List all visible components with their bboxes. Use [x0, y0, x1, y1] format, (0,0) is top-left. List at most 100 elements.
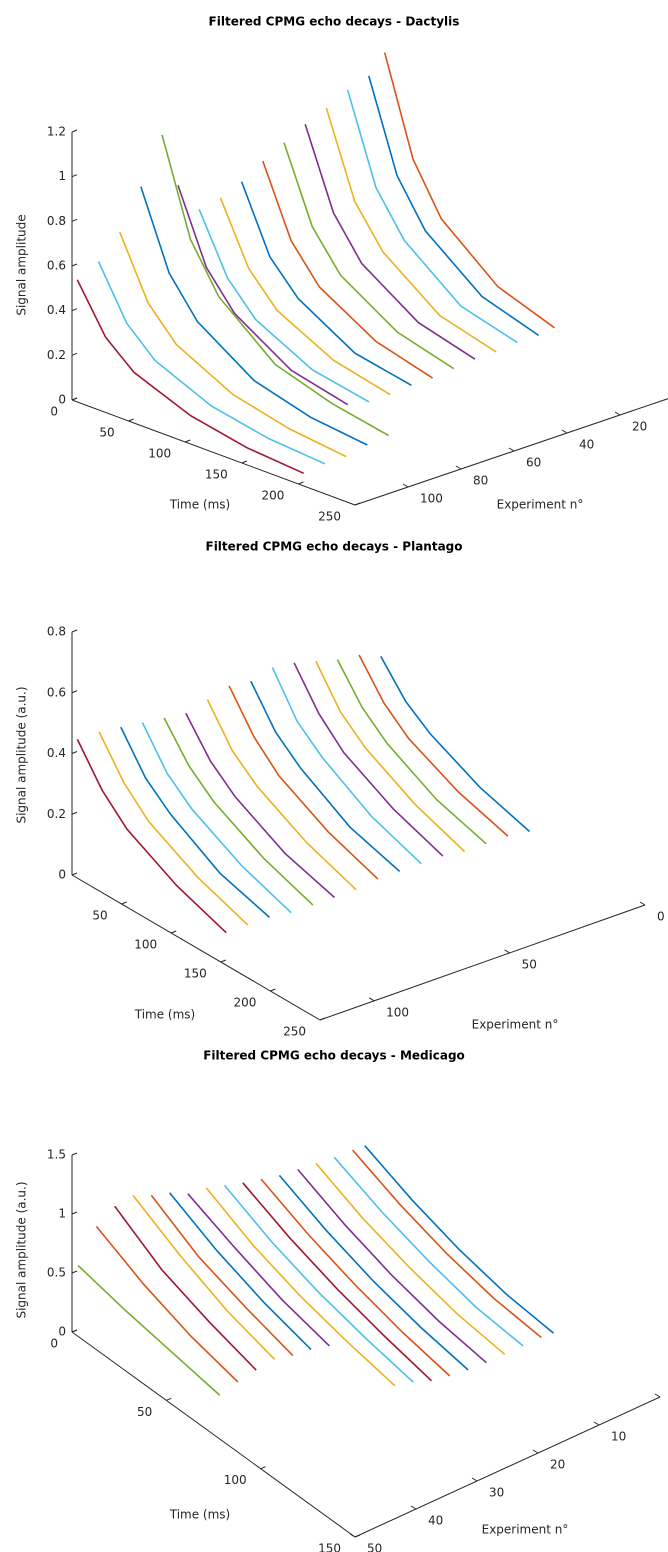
x-tick-label: 200: [261, 489, 284, 503]
decay-curve: [95, 1225, 239, 1383]
x-axis: [71, 1331, 356, 1538]
z-tick-label: 1.5: [47, 1148, 66, 1162]
decay-curve: [368, 75, 540, 337]
decay-curve: [120, 726, 271, 918]
y-tick: [471, 1477, 478, 1482]
x-tick-label: 100: [134, 938, 157, 952]
z-tick: [71, 872, 78, 876]
x-tick-label: 50: [92, 909, 107, 923]
x-tick-label: 100: [148, 447, 171, 461]
x-tick-label: 0: [50, 405, 58, 419]
decay-curve: [198, 209, 370, 403]
decay-curve: [118, 231, 347, 458]
decay-curve: [278, 1174, 469, 1371]
y-tick-label: 40: [579, 438, 594, 452]
z-tick: [71, 263, 78, 267]
x-tick-label: 250: [283, 1025, 306, 1039]
z-tick-label: 0.4: [47, 303, 66, 317]
decay-curve: [177, 185, 349, 406]
z-tick: [71, 1270, 78, 1274]
y-tick: [508, 447, 515, 452]
x-axis-label: Time (ms): [134, 1008, 196, 1022]
x-axis-label: Time (ms): [169, 1508, 231, 1522]
decay-curve: [304, 124, 476, 360]
z-tick-label: 0: [58, 393, 66, 407]
z-tick-label: 1: [58, 1207, 66, 1221]
x-tick-label: 150: [184, 967, 207, 981]
x-tick-label: 50: [137, 1405, 152, 1419]
z-tick-label: 0: [58, 868, 66, 882]
z-tick-label: 0.2: [47, 348, 66, 362]
z-tick-label: 0.4: [47, 746, 66, 760]
x-tick: [185, 439, 191, 443]
y-tick-label: 50: [367, 1542, 382, 1552]
decay-curve: [97, 261, 326, 465]
x-tick-label: 100: [224, 1473, 247, 1487]
chart-title: Filtered CPMG echo decays - Plantago: [206, 540, 463, 554]
x-tick-label: 150: [318, 1542, 341, 1552]
x-tick-label: 200: [233, 996, 256, 1010]
x-tick: [71, 397, 78, 401]
y-tick: [455, 465, 462, 470]
x-tick: [354, 1534, 361, 1538]
x-axis-label: Time (ms): [169, 498, 231, 512]
y-axis-label: Experiment n°: [497, 498, 584, 512]
z-tick: [71, 690, 78, 694]
decay-curve: [98, 731, 249, 926]
decay-curve: [240, 181, 412, 386]
y-tick: [410, 1505, 417, 1510]
decay-curve: [351, 1149, 542, 1339]
chart-title: Filtered CPMG echo decays - Dactylis: [209, 15, 460, 29]
x-tick: [128, 418, 134, 422]
z-tick: [71, 751, 78, 754]
z-tick-label: 1.2: [47, 125, 66, 139]
y-tick-label: 80: [473, 474, 488, 488]
z-tick: [71, 352, 78, 356]
y-tick: [639, 901, 646, 906]
x-tick: [241, 460, 247, 464]
decay-curve: [364, 1145, 555, 1334]
decay-curve: [76, 739, 227, 934]
y-tick-label: 40: [428, 1514, 443, 1528]
y-tick: [349, 1533, 356, 1538]
x-tick: [354, 502, 361, 506]
x-tick: [298, 481, 304, 485]
y-tick: [561, 429, 568, 434]
y-tick-label: 20: [550, 1458, 565, 1472]
z-tick-label: 0.8: [47, 214, 66, 228]
decay-curve: [185, 712, 336, 899]
y-tick: [402, 483, 409, 488]
y-tick-label: 10: [611, 1430, 626, 1444]
z-axis-label: Signal amplitude (a.u.): [15, 686, 29, 823]
y-tick-label: 50: [522, 957, 537, 971]
decay-curve: [336, 659, 487, 845]
decay-curve: [315, 660, 466, 853]
decay-curve: [161, 134, 389, 437]
y-tick: [654, 1393, 661, 1398]
decay-curve: [187, 1193, 330, 1347]
z-tick-label: 0.2: [47, 807, 66, 821]
y-tick-label: 30: [489, 1486, 504, 1500]
z-tick-label: 0.6: [47, 685, 66, 699]
decay-curve: [333, 1156, 524, 1347]
x-tick: [121, 901, 127, 905]
y-tick: [368, 997, 375, 1002]
decay-curve: [315, 1162, 506, 1355]
z-tick: [71, 174, 78, 178]
decay-curve: [283, 142, 455, 370]
decay-curve: [297, 1168, 487, 1364]
decay-curve: [150, 1194, 294, 1357]
z-tick: [71, 129, 78, 133]
x-tick-label: 50: [99, 426, 114, 440]
x-tick: [166, 1397, 172, 1401]
z-tick-label: 0.5: [47, 1266, 66, 1280]
y-tick-label: 20: [632, 420, 647, 434]
decay-curve: [219, 197, 391, 396]
decay-curve: [114, 1205, 257, 1371]
decay-curve: [262, 160, 434, 379]
y-tick-label: 60: [526, 456, 541, 470]
z-tick: [71, 1211, 78, 1215]
z-tick: [71, 629, 78, 633]
z-tick-label: 0.6: [47, 259, 66, 273]
